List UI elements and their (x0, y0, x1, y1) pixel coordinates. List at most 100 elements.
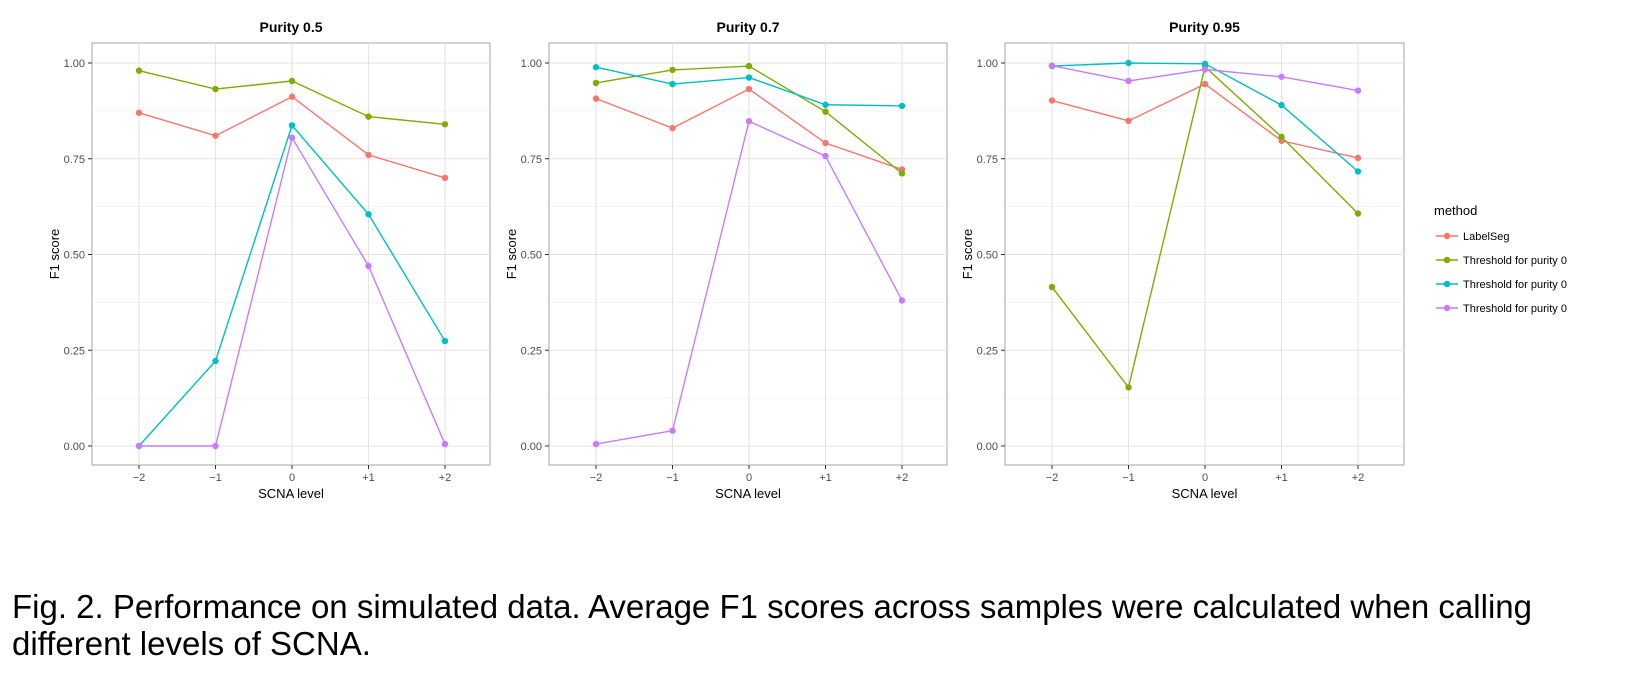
panel-3-title: Purity 0.95 (1169, 19, 1240, 35)
panel-2-series-1-point (745, 85, 753, 93)
panel-3-xtick-label: +2 (1352, 472, 1365, 484)
panel-3-ytick-label: 0.75 (977, 154, 998, 166)
panel-1-xtick-label: +1 (362, 472, 375, 484)
panel-3-xtick-label: +1 (1275, 472, 1288, 484)
panel-2-xtick-label: 0 (746, 472, 752, 484)
panel-1-xtick-label: −2 (133, 472, 146, 484)
panel-1-series-1-point (135, 109, 143, 116)
panel-2-series-3-point (898, 102, 906, 110)
panel-3-series-2-point (1125, 384, 1132, 391)
panel-3-series-4-point (1048, 62, 1056, 69)
panel-2-series-4-point (898, 297, 906, 304)
panel-2-series-1-point (822, 139, 829, 147)
panel-1-series-4-point (365, 262, 372, 270)
panel-1-series-3-point (212, 357, 219, 365)
panel-3-xtick-label: −2 (1046, 472, 1059, 484)
panel-3-series-1-point (1125, 117, 1132, 125)
chart-svg: 0.00 0.25 0.50 0.75 1.00 −2 −1 0 +1 +2 Purity 0.5 S… (47, 19, 1567, 501)
panel-2-xtick-label: −1 (666, 472, 679, 484)
panel-3-series-4-point (1354, 87, 1362, 94)
panel-3-ytick-label: 0.25 (977, 345, 998, 357)
panel-2-series-2-point (745, 62, 753, 70)
panel-3-series-1-point (1201, 80, 1209, 88)
panel-1-series-3-point (365, 211, 372, 218)
panel-2-series-2-point (898, 170, 906, 177)
panel-1-title: Purity 0.5 (259, 19, 322, 35)
panel-1-series-3-point (288, 122, 296, 129)
legend-entry-label: Threshold for purity 0 (1463, 279, 1567, 291)
panel-3-series-4-point (1201, 66, 1209, 73)
panel-1-series-2-point (441, 121, 449, 128)
panel-1-series-2-point (365, 113, 372, 120)
panel-2-x-axis-label: SCNA level (715, 486, 781, 501)
panel-3-series-4-point (1125, 77, 1132, 85)
panel-1-ytick-label: 0.75 (64, 154, 85, 166)
panel-2-ytick-label: 0.50 (521, 250, 542, 262)
legend-title: method (1434, 203, 1477, 218)
panel-2-xtick-label: +2 (896, 472, 909, 484)
figure-caption: Fig. 2. Performance on simulated data. A… (12, 588, 1532, 662)
legend-entry-label: Threshold for purity 0 (1463, 255, 1567, 267)
panel-3-series-1-point (1354, 154, 1362, 162)
legend-entry-label: Threshold for purity 0 (1463, 303, 1567, 315)
panel-3-series-1-point (1048, 97, 1056, 104)
legend-entry-label: LabelSeg (1463, 231, 1510, 243)
panel-2-series-1-point (592, 95, 600, 102)
legend-key-point (1443, 256, 1451, 264)
panel-2-series-4-point (669, 427, 676, 434)
panel-2-series-1-point (669, 124, 676, 132)
panel-1-series-1-point (441, 174, 449, 182)
panel-1-series-4-point (212, 442, 219, 450)
panel-3-y-axis-label: F1 score (960, 229, 975, 280)
panel-2-series-3-point (669, 80, 676, 88)
panel-2-series-4-point (822, 152, 829, 160)
panel-1-series-2-point (288, 77, 296, 85)
panel-1-series-2-point (212, 85, 219, 93)
panel-3-ytick-label: 0.00 (977, 441, 998, 453)
panel-3-series-3-point (1278, 101, 1285, 109)
panel-1-xtick-label: −1 (209, 472, 222, 484)
panel-2-series-3-point (592, 64, 600, 71)
panel-2-ytick-label: 0.25 (521, 345, 542, 357)
panel-1-series-4-point (441, 440, 449, 448)
legend-key-point (1443, 304, 1451, 312)
panel-1-series-1-point (365, 151, 372, 159)
panel-1-ytick-label: 0.50 (64, 250, 85, 262)
panel-2-series-2-point (669, 66, 676, 74)
panel-1-ytick-label: 0.00 (64, 441, 85, 453)
panel-1-y-axis-label: F1 score (47, 229, 62, 280)
panel-3-series-2-point (1048, 283, 1056, 291)
panel-2-ytick-label: 1.00 (521, 58, 542, 70)
panel-3-xtick-label: 0 (1202, 472, 1208, 484)
legend-key-point (1443, 280, 1451, 288)
panel-2-series-2-point (592, 79, 600, 87)
figure: 0.00 0.25 0.50 0.75 1.00 −2 −1 0 +1 +2 Purity 0.5 S… (47, 19, 1567, 501)
panel-2-series-4-point (592, 440, 600, 448)
panel-1-ytick-label: 1.00 (64, 58, 85, 70)
panel-3-ytick-label: 0.50 (977, 250, 998, 262)
panel-2-title: Purity 0.7 (716, 19, 779, 35)
panel-2-series-3-point (745, 74, 753, 81)
panel-2-xtick-label: +1 (819, 472, 832, 484)
panel-3-series-4-point (1278, 73, 1285, 80)
panel-1-ytick-label: 0.25 (64, 345, 85, 357)
panel-3-series-3-point (1125, 59, 1132, 67)
legend-key-point (1443, 232, 1451, 240)
panel-2-series-3-point (822, 101, 829, 108)
panel-1-series-2-point (135, 67, 143, 74)
panel-3-series-2-point (1278, 133, 1285, 141)
panel-3-series-3-point (1354, 168, 1362, 175)
panel-2-xtick-label: −2 (590, 472, 603, 484)
panel-3-series-2-point (1354, 210, 1362, 217)
panel-2-series-2-point (822, 108, 829, 115)
panel-2-series-4-point (745, 118, 753, 125)
panel-3-xtick-label: −1 (1122, 472, 1135, 484)
panel-2-ytick-label: 0.00 (521, 441, 542, 453)
panel-3-x-axis-label: SCNA level (1172, 486, 1238, 501)
panel-1-series-1-point (288, 93, 296, 100)
panel-1-series-4-point (135, 442, 143, 450)
panel-1-xtick-label: 0 (289, 472, 295, 484)
panel-2-ytick-label: 0.75 (521, 154, 542, 166)
panel-1-series-1-point (212, 132, 219, 139)
panel-1-xtick-label: +2 (439, 472, 452, 484)
